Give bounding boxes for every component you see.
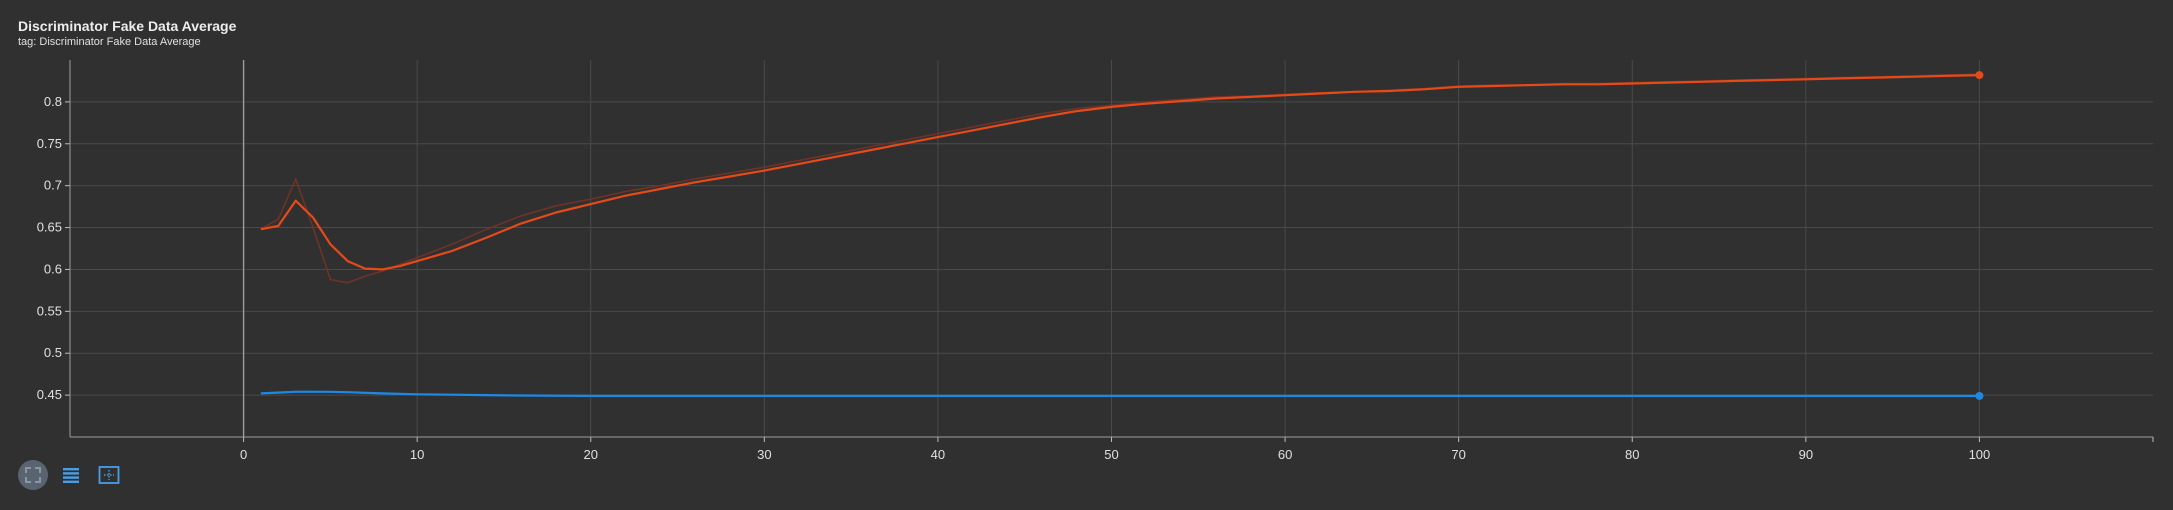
y-tick-label: 0.75 bbox=[37, 136, 62, 151]
y-tick-label: 0.65 bbox=[37, 220, 62, 235]
x-tick-label: 40 bbox=[931, 447, 945, 462]
y-tick-label: 0.45 bbox=[37, 387, 62, 402]
fit-domain-button[interactable] bbox=[18, 460, 48, 490]
y-tick-label: 0.6 bbox=[44, 261, 62, 276]
x-tick-label: 100 bbox=[1969, 447, 1991, 462]
x-tick-label: 90 bbox=[1799, 447, 1813, 462]
series-1-end-point bbox=[1975, 391, 1984, 400]
x-tick-label: 80 bbox=[1625, 447, 1639, 462]
x-tick-label: 70 bbox=[1451, 447, 1465, 462]
chart-title: Discriminator Fake Data Average bbox=[18, 18, 237, 34]
y-tick-label: 0.8 bbox=[44, 94, 62, 109]
chart-tag-subtitle: tag: Discriminator Fake Data Average bbox=[18, 36, 201, 48]
series-0-smoothed-line bbox=[260, 74, 1980, 271]
x-tick-label: 0 bbox=[240, 447, 247, 462]
series-0-end-point bbox=[1975, 71, 1984, 80]
expand-chart-button[interactable] bbox=[94, 460, 124, 490]
x-tick-label: 50 bbox=[1104, 447, 1118, 462]
data-table-icon bbox=[63, 468, 79, 483]
data-table-button[interactable] bbox=[56, 460, 86, 490]
x-tick-label: 30 bbox=[757, 447, 771, 462]
y-tick-label: 0.5 bbox=[44, 345, 62, 360]
expand-icon bbox=[98, 466, 120, 484]
series-1-smoothed-line bbox=[260, 390, 1980, 397]
y-tick-label: 0.7 bbox=[44, 178, 62, 193]
x-tick-label: 10 bbox=[410, 447, 424, 462]
fit-domain-icon bbox=[25, 467, 41, 483]
x-tick-label: 60 bbox=[1278, 447, 1292, 462]
chart-toolbar bbox=[18, 460, 124, 490]
x-tick-label: 20 bbox=[584, 447, 598, 462]
y-tick-label: 0.55 bbox=[37, 303, 62, 318]
